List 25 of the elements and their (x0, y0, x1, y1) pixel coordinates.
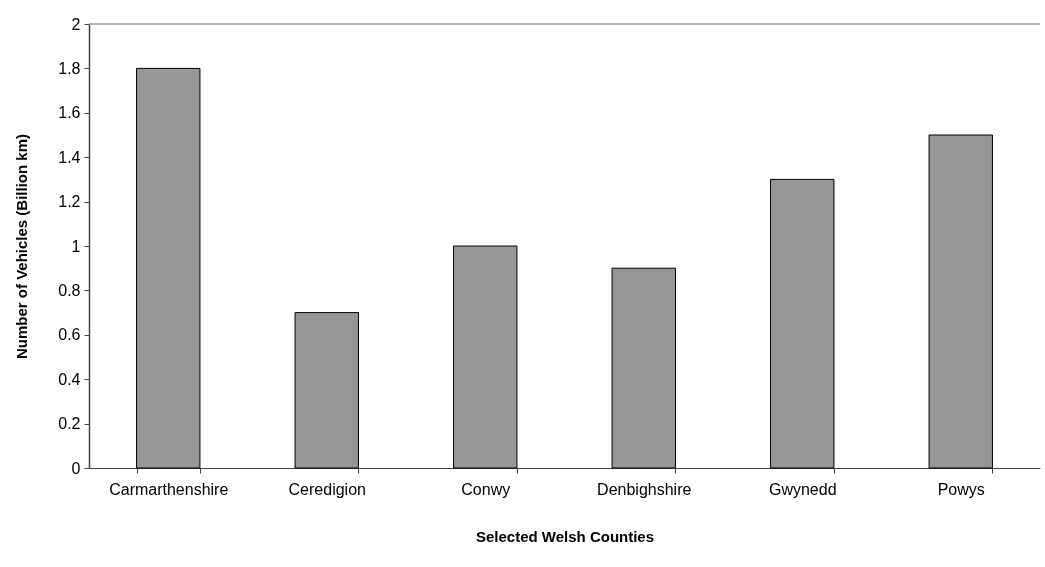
bar (611, 267, 676, 469)
y-tick-label: 1.8 (58, 59, 81, 77)
x-tick-label: Carmarthenshire (109, 480, 229, 498)
y-tick-label: 0.2 (58, 415, 81, 433)
bar (928, 134, 993, 469)
x-tick-label: Conwy (461, 480, 511, 498)
y-tick-label: 0.6 (58, 326, 81, 344)
bar (136, 67, 201, 469)
bar (770, 178, 835, 469)
y-tick-label: 2 (71, 15, 81, 33)
y-tick-label: 0.4 (58, 370, 81, 388)
y-tick-label: 1.6 (58, 104, 81, 122)
y-tick-label: 1.2 (58, 193, 81, 211)
y-axis-title: Number of Vehicles (Billion km) (13, 133, 31, 360)
y-tick-label: 0 (71, 459, 81, 477)
y-tick-label: 1 (71, 237, 81, 255)
x-tick-label: Ceredigion (288, 480, 366, 498)
x-axis-title: Selected Welsh Counties (475, 527, 655, 545)
bar (453, 245, 518, 469)
y-tick-label: 1.4 (58, 148, 81, 166)
y-tick-label: 0.8 (58, 281, 81, 299)
x-tick-label: Powys (937, 480, 985, 498)
x-tick-label: Denbighshire (597, 480, 692, 498)
x-tick-label: Gwynedd (768, 480, 837, 498)
bar (294, 312, 359, 469)
